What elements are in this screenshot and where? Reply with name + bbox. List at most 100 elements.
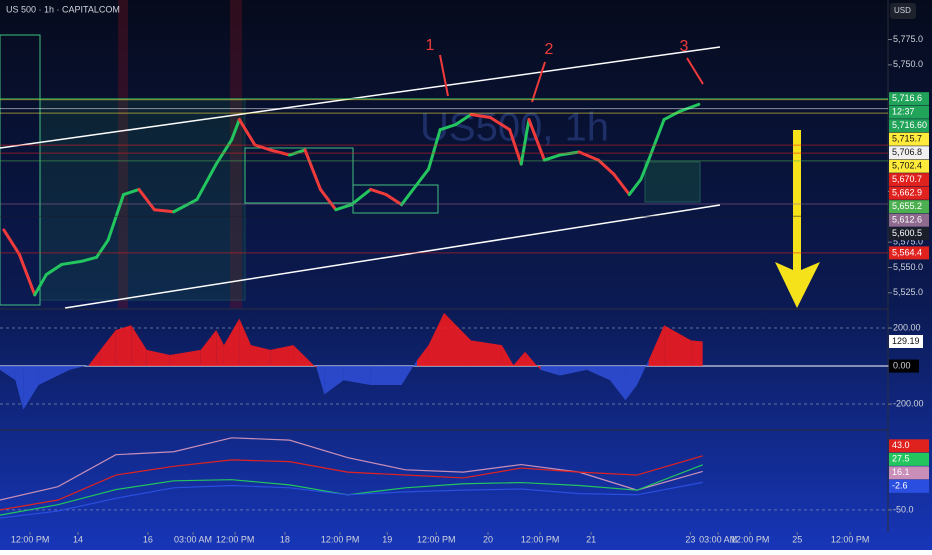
- zone-box: [0, 34, 41, 306]
- oscillator-area: [625, 366, 638, 401]
- oscillator-area: [471, 340, 502, 367]
- price-segment: [415, 167, 431, 186]
- oscillator-area: [416, 345, 429, 367]
- y-tick-label: 5,575.0: [893, 237, 923, 247]
- price-segment: [508, 128, 523, 166]
- oscillator-area: [88, 349, 101, 367]
- indicator-line: [0, 481, 703, 519]
- x-tick-label: 18: [280, 534, 290, 544]
- price-segment: [79, 255, 99, 263]
- oscillator-area: [38, 366, 70, 386]
- x-tick-label: 12:00 PM: [321, 534, 360, 544]
- price-segment: [318, 187, 338, 212]
- price-segment: [268, 148, 292, 157]
- oscillator-area: [525, 351, 541, 370]
- price-tag-label: 5,670.7: [892, 174, 922, 184]
- price-segment: [469, 112, 492, 120]
- x-tick-label: 03:00 AM: [699, 534, 737, 544]
- price-tag: [889, 186, 929, 200]
- highlight-band: [230, 0, 242, 308]
- y-tick-label: 5,525.0: [893, 287, 923, 297]
- oscillator-area: [586, 366, 611, 381]
- oscillator-area: [428, 312, 444, 367]
- price-tag: [889, 213, 929, 227]
- oscillator-area: [513, 351, 526, 367]
- oscillator-area: [648, 325, 665, 367]
- price-segment: [137, 187, 156, 212]
- countdown: 12:37: [892, 107, 915, 117]
- price-segment: [454, 112, 473, 127]
- oscillator-area: [239, 318, 251, 367]
- price-segment: [214, 138, 234, 166]
- zone-box: [644, 161, 701, 203]
- y-tick-label: 5,550.0: [893, 262, 923, 272]
- x-tick-label: 23: [685, 534, 695, 544]
- oscillator-area: [146, 349, 170, 367]
- oscillator-area: [401, 360, 417, 386]
- price-tag: [889, 246, 929, 260]
- x-tick-label: 12:00 PM: [521, 534, 560, 544]
- symbol-label: US 500 · 1h · CAPITALCOM: [6, 4, 120, 14]
- oscillator-area: [223, 318, 240, 367]
- oscillator-area: [69, 365, 89, 370]
- oscillator-area: [115, 325, 132, 367]
- oscillator-area: [559, 366, 587, 376]
- price-tag-label: 5,702.4: [892, 161, 922, 171]
- indicator-line: [0, 455, 703, 511]
- annotation: 3: [680, 38, 689, 55]
- oscillator-area: [324, 366, 344, 395]
- annotation: 2: [545, 41, 554, 58]
- price-segment: [349, 187, 373, 207]
- price-segment: [17, 252, 37, 297]
- price-segment: [427, 128, 442, 171]
- currency-box: [890, 3, 916, 19]
- price-segment: [44, 262, 64, 277]
- price-segment: [519, 118, 531, 166]
- price-segment: [627, 177, 643, 197]
- price-tag-label: 5,716.6: [892, 93, 922, 103]
- x-tick-label: 21: [586, 534, 596, 544]
- oscillator-area: [131, 325, 147, 367]
- last-value-label: 129.19: [892, 336, 920, 346]
- oscillator-area: [23, 366, 39, 410]
- price-segment: [542, 153, 562, 162]
- x-tick-label: 25: [792, 534, 802, 544]
- price-segment: [596, 158, 616, 176]
- price-tag-label: 5,612.6: [892, 215, 922, 225]
- price-tag: [889, 200, 929, 214]
- price-tag: [889, 227, 929, 241]
- oscillator-area: [370, 366, 402, 386]
- channel-line: [64, 204, 721, 309]
- x-tick-label: 14: [73, 534, 83, 544]
- x-tick-label: 03:00 AM: [174, 534, 212, 544]
- price-tag: [889, 452, 929, 466]
- price-tag-label: 43.0: [892, 440, 910, 450]
- price-tag: [889, 92, 929, 106]
- countdown-box: [889, 105, 929, 119]
- y-tick-label: 5,750.0: [893, 59, 923, 69]
- down-arrow: [775, 130, 820, 308]
- price-segment: [172, 198, 199, 214]
- price-segment: [60, 259, 83, 266]
- oscillator-area: [691, 340, 703, 367]
- oscillator-area: [343, 366, 371, 386]
- price-segment: [303, 148, 322, 191]
- oscillator-area: [637, 360, 649, 386]
- oscillator-area: [293, 345, 317, 368]
- price-segment: [369, 187, 388, 197]
- oscillator-area: [540, 366, 560, 376]
- price-segment: [33, 273, 48, 297]
- x-tick-label: 12:00 PM: [731, 534, 770, 544]
- y-tick-label: -50.0: [893, 504, 914, 514]
- price-segment: [95, 238, 110, 259]
- price-tag: [889, 132, 929, 146]
- x-tick-label: 12:00 PM: [417, 534, 456, 544]
- x-tick-label: 12:00 PM: [831, 534, 870, 544]
- plot-layer: 5,775.05,750.05,625.05,575.05,550.05,525…: [0, 34, 929, 544]
- oscillator-area: [664, 325, 692, 367]
- price-tag-label: 5,655.2: [892, 201, 922, 211]
- price-segment: [488, 116, 512, 132]
- oscillator-area: [216, 329, 224, 367]
